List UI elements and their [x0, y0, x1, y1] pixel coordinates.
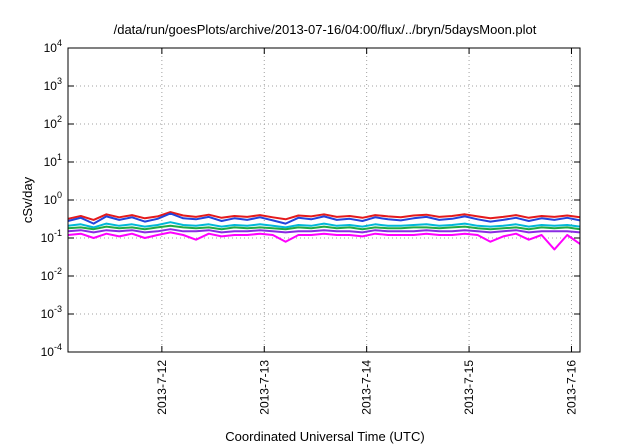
series-lines — [67, 211, 581, 251]
x-tick-label: 2013-7-14 — [360, 360, 374, 415]
x-axis-ticks: 2013-7-12 2013-7-13 2013-7-14 2013-7-15 2013… — [155, 48, 578, 415]
x-tick-label: 2013-7-16 — [564, 360, 578, 415]
y-tick-label: 102 — [44, 114, 62, 131]
y-tick-label: 10-4 — [41, 342, 62, 359]
series-line-5 — [67, 228, 581, 234]
y-tick-label: 103 — [44, 76, 62, 93]
y-axis-title: cSv/day — [20, 176, 35, 223]
series-line-3 — [67, 221, 581, 229]
series-line-6 — [67, 231, 581, 251]
y-axis-ticks: 10-4 10-3 10-2 10-1 100 101 102 103 104 — [41, 38, 580, 359]
y-tick-label: 10-2 — [41, 266, 62, 283]
y-tick-label: 10-1 — [41, 228, 62, 245]
y-tick-label: 10-3 — [41, 304, 62, 321]
x-tick-label: 2013-7-13 — [257, 360, 271, 415]
chart-title: /data/run/goesPlots/archive/2013-07-16/0… — [114, 22, 537, 37]
series-line-1 — [67, 211, 581, 221]
x-tick-label: 2013-7-15 — [462, 360, 476, 415]
y-tick-label: 100 — [44, 190, 62, 207]
x-tick-label: 2013-7-12 — [155, 360, 169, 415]
y-tick-label: 101 — [44, 152, 62, 169]
series-line-2 — [67, 212, 581, 225]
y-tick-label: 104 — [44, 38, 62, 55]
grid-lines — [68, 48, 580, 352]
series-line-4 — [67, 224, 581, 231]
x-axis-title: Coordinated Universal Time (UTC) — [225, 429, 424, 444]
